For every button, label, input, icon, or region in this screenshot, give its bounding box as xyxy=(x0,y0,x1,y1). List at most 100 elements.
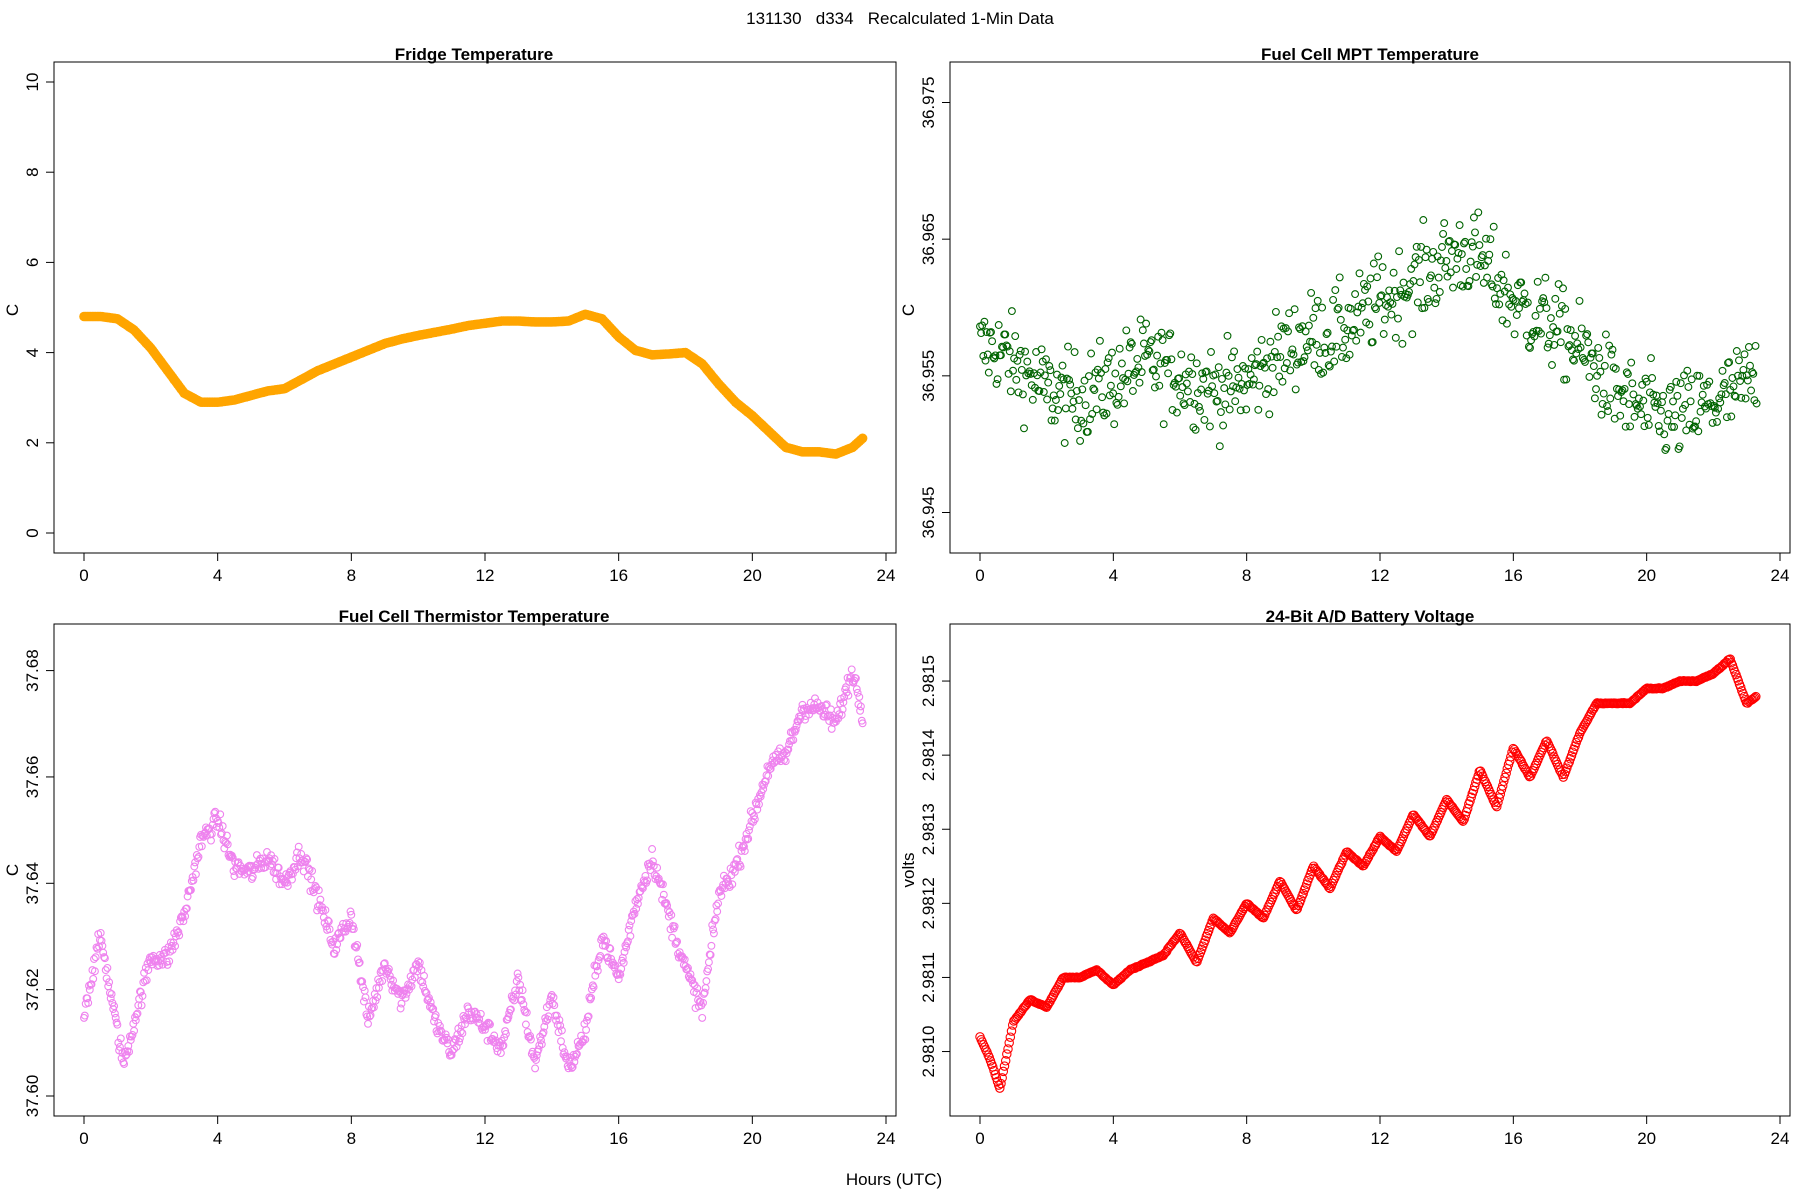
fuel-cell-thermistor-temperature-data-point xyxy=(539,1028,548,1037)
fuel-cell-thermistor-temperature-data-point xyxy=(740,847,749,855)
fuel-cell-thermistor-temperature-data-point xyxy=(568,1063,577,1071)
battery-voltage-data-point xyxy=(1748,693,1759,704)
fuel-cell-thermistor-temperature-data-point xyxy=(242,869,251,877)
fuel-cell-thermistor-temperature-data-point xyxy=(177,912,186,921)
battery-voltage-ytick-label: 2.9813 xyxy=(919,803,938,855)
fuel-cell-mpt-temperature-data-point xyxy=(1392,293,1401,302)
fuel-cell-thermistor-temperature-data-point xyxy=(754,794,763,803)
fuel-cell-mpt-temperature-data-point xyxy=(1214,363,1223,372)
fuel-cell-thermistor-temperature-xtick-label: 0 xyxy=(79,1129,88,1148)
fuel-cell-mpt-temperature-data-point xyxy=(1465,277,1474,285)
fuel-cell-thermistor-temperature-data-point xyxy=(513,969,522,978)
fuel-cell-thermistor-temperature-data-point xyxy=(643,876,652,885)
fuel-cell-thermistor-temperature-data-point xyxy=(557,1026,566,1035)
fuel-cell-mpt-temperature-data-point xyxy=(1073,424,1082,433)
fuel-cell-mpt-temperature-data-point xyxy=(1280,364,1289,373)
fuel-cell-mpt-temperature-data-point xyxy=(1510,330,1519,339)
fuel-cell-mpt-temperature-data-point xyxy=(1629,390,1638,399)
fuel-cell-mpt-temperature-data-point xyxy=(1290,305,1299,314)
fuel-cell-thermistor-temperature-data-point xyxy=(526,1031,535,1040)
battery-voltage-data-point xyxy=(1014,1008,1025,1018)
fridge-temperature-xtick-label: 16 xyxy=(609,566,628,585)
fuel-cell-thermistor-temperature-data-point xyxy=(830,718,839,727)
fuel-cell-mpt-temperature-data-point xyxy=(1499,276,1508,285)
fuel-cell-mpt-temperature-data-point xyxy=(1637,410,1646,419)
fuel-cell-thermistor-temperature-data-point xyxy=(437,1027,446,1036)
fuel-cell-mpt-temperature-data-point xyxy=(1380,315,1389,324)
fuel-cell-mpt-temperature-data-point xyxy=(1369,259,1378,268)
fuel-cell-mpt-temperature-data-point xyxy=(1186,398,1195,406)
fuel-cell-mpt-temperature-data-point xyxy=(1680,371,1688,380)
fuel-cell-thermistor-temperature-data-point xyxy=(698,1013,707,1022)
fuel-cell-mpt-temperature-data-point xyxy=(1670,422,1679,431)
fuel-cell-mpt-temperature-data-point xyxy=(1268,363,1277,372)
fuel-cell-mpt-temperature-data-point xyxy=(1159,420,1168,429)
battery-voltage-xtick-label: 16 xyxy=(1504,1129,1523,1148)
fuel-cell-thermistor-temperature-data-point xyxy=(283,882,292,890)
fuel-cell-mpt-temperature-data-point xyxy=(1055,381,1064,390)
fuel-cell-mpt-temperature-data-point xyxy=(1348,326,1357,335)
fuel-cell-thermistor-temperature-data-point xyxy=(349,922,357,930)
fuel-cell-mpt-temperature-data-point xyxy=(1504,283,1512,292)
fridge-temperature-ytick-label: 0 xyxy=(23,528,42,537)
fuel-cell-thermistor-temperature-data-point xyxy=(97,936,106,945)
battery-voltage-data-point xyxy=(1458,816,1468,826)
fuel-cell-thermistor-temperature-xtick-label: 4 xyxy=(213,1129,222,1148)
fuel-cell-mpt-temperature-xtick-label: 0 xyxy=(975,566,984,585)
fuel-cell-thermistor-temperature-data-point xyxy=(133,1009,142,1018)
fuel-cell-mpt-temperature-data-point xyxy=(1023,357,1032,366)
fuel-cell-thermistor-temperature-data-point xyxy=(626,932,635,941)
fuel-cell-thermistor-temperature-data-point xyxy=(855,692,864,701)
fuel-cell-mpt-temperature-data-point xyxy=(1698,390,1707,399)
fuel-cell-thermistor-temperature-data-point xyxy=(87,980,96,989)
fuel-cell-thermistor-temperature-data-point xyxy=(744,834,753,843)
fuel-cell-thermistor-temperature-data-point xyxy=(372,984,381,993)
fuel-cell-mpt-temperature-data-point xyxy=(1386,298,1395,307)
fuel-cell-thermistor-temperature-data-point xyxy=(249,865,258,874)
fuel-cell-mpt-temperature-data-point xyxy=(1474,208,1483,217)
fuel-cell-thermistor-temperature-data-point xyxy=(852,685,861,694)
fuel-cell-mpt-temperature-data-point xyxy=(1626,422,1635,431)
fuel-cell-thermistor-temperature-data-point xyxy=(668,933,677,942)
battery-voltage-data-point xyxy=(1494,793,1504,803)
battery-voltage-panel: 24-Bit A/D Battery Voltage volts 0 4 8 12 16… xyxy=(899,607,1791,1148)
fuel-cell-mpt-temperature-data-point xyxy=(1664,410,1673,418)
fuel-cell-mpt-temperature-ytick-label: 36.965 xyxy=(919,213,938,265)
fuel-cell-thermistor-temperature-data-point xyxy=(420,971,428,980)
fuel-cell-thermistor-temperature-data-point xyxy=(80,1011,89,1020)
fuel-cell-thermistor-temperature-data-point xyxy=(103,963,112,972)
fuel-cell-mpt-temperature-data-point xyxy=(1251,361,1259,370)
fuel-cell-mpt-temperature-data-point xyxy=(1467,238,1476,247)
fuel-cell-mpt-temperature-data-point xyxy=(1177,350,1186,359)
fuel-cell-mpt-temperature-data-point xyxy=(1114,392,1123,401)
fuel-cell-thermistor-temperature-data-point xyxy=(840,693,849,702)
fuel-cell-thermistor-temperature-data-point xyxy=(521,1020,530,1029)
fuel-cell-thermistor-temperature-data-point xyxy=(321,906,330,915)
fuel-cell-mpt-temperature-xtick-label: 24 xyxy=(1771,566,1790,585)
fuel-cell-thermistor-temperature-data-point xyxy=(90,967,99,976)
fuel-cell-mpt-temperature-data-point xyxy=(1695,371,1704,380)
fuel-cell-mpt-temperature-data-point xyxy=(1213,396,1222,405)
battery-voltage-data-point xyxy=(1013,1010,1024,1020)
fuel-cell-thermistor-temperature-data-point xyxy=(504,1013,513,1022)
battery-voltage-ytick-label: 2.9814 xyxy=(919,729,938,781)
fuel-cell-mpt-temperature-data-point xyxy=(1014,388,1023,397)
fuel-cell-thermistor-temperature-panel: Fuel Cell Thermistor Temperature C 0 4 8 12… xyxy=(3,607,897,1148)
fuel-cell-mpt-temperature-data-point xyxy=(1615,385,1624,394)
fuel-cell-thermistor-temperature-data-point xyxy=(545,1000,554,1009)
fuel-cell-mpt-temperature-data-point xyxy=(1388,299,1397,308)
fuel-cell-thermistor-temperature-data-point xyxy=(364,1019,372,1028)
fuel-cell-mpt-temperature-data-point xyxy=(1289,350,1298,359)
fuel-cell-mpt-temperature-data-point xyxy=(1520,289,1529,298)
fuel-cell-mpt-temperature-data-point xyxy=(1639,396,1648,405)
fuel-cell-thermistor-temperature-data-point xyxy=(614,975,623,984)
fuel-cell-thermistor-temperature-data-point xyxy=(191,858,200,867)
battery-voltage-data-point xyxy=(1056,975,1067,985)
fuel-cell-thermistor-temperature-data-point xyxy=(426,998,435,1007)
battery-voltage-data-point xyxy=(1261,907,1271,918)
fuel-cell-mpt-temperature-data-point xyxy=(1048,404,1057,413)
fuel-cell-mpt-temperature-data-point xyxy=(1422,245,1431,254)
fuel-cell-mpt-temperature-data-point xyxy=(1235,384,1244,393)
battery-voltage-ytick-label: 2.9812 xyxy=(919,877,938,929)
